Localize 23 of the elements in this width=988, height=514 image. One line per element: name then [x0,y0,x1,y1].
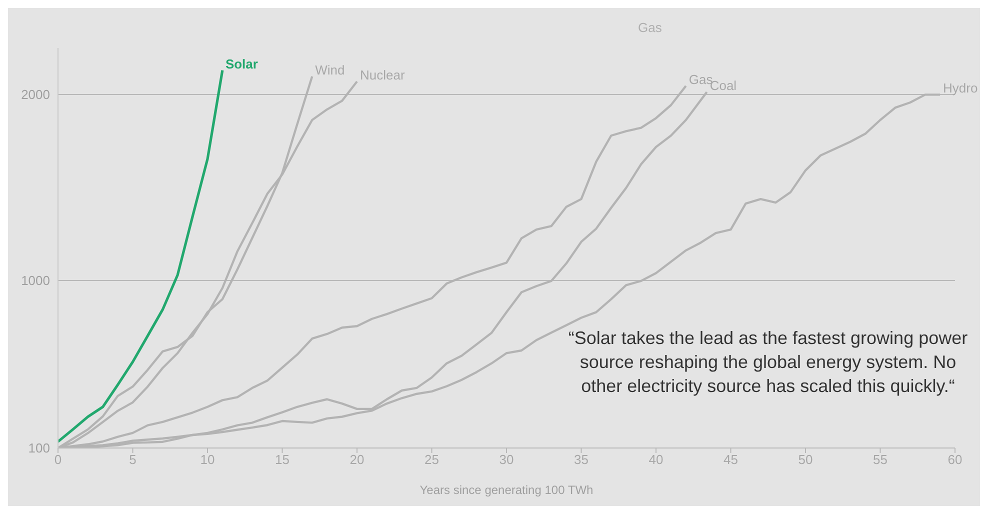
y-tick-label: 100 [28,440,50,456]
x-tick-label: 25 [424,452,439,468]
annotation: “Solar takes the lead as the fastest growing power source reshaping the global energy system. No other electricity source has scaled this quickly.“ [568,327,968,398]
x-tick-label: 45 [724,452,738,468]
x-tick-label: 5 [129,452,136,468]
x-tick-label: 0 [54,452,62,468]
x-tick-label: 15 [275,452,290,468]
y-tick-label: 1000 [21,273,50,288]
x-tick-label: 35 [574,452,588,468]
x-tick-label: 55 [873,452,888,468]
x-tick-label: 50 [798,452,813,468]
x-tick-label: 60 [948,452,962,468]
y-tick-label: 2000 [21,87,50,102]
series-label: Hydro [943,80,978,96]
x-axis-title: Years since generating 100 TWh [420,483,594,497]
series-label: Solar [225,56,258,72]
x-tick-label: 30 [499,452,514,468]
x-tick-label: 20 [350,452,364,468]
series-label: Coal [710,78,737,94]
x-tick-label: 40 [648,452,664,468]
series-label: Wind [315,62,345,78]
series-label: Nuclear [360,67,406,82]
x-tick-label: 10 [200,452,215,468]
